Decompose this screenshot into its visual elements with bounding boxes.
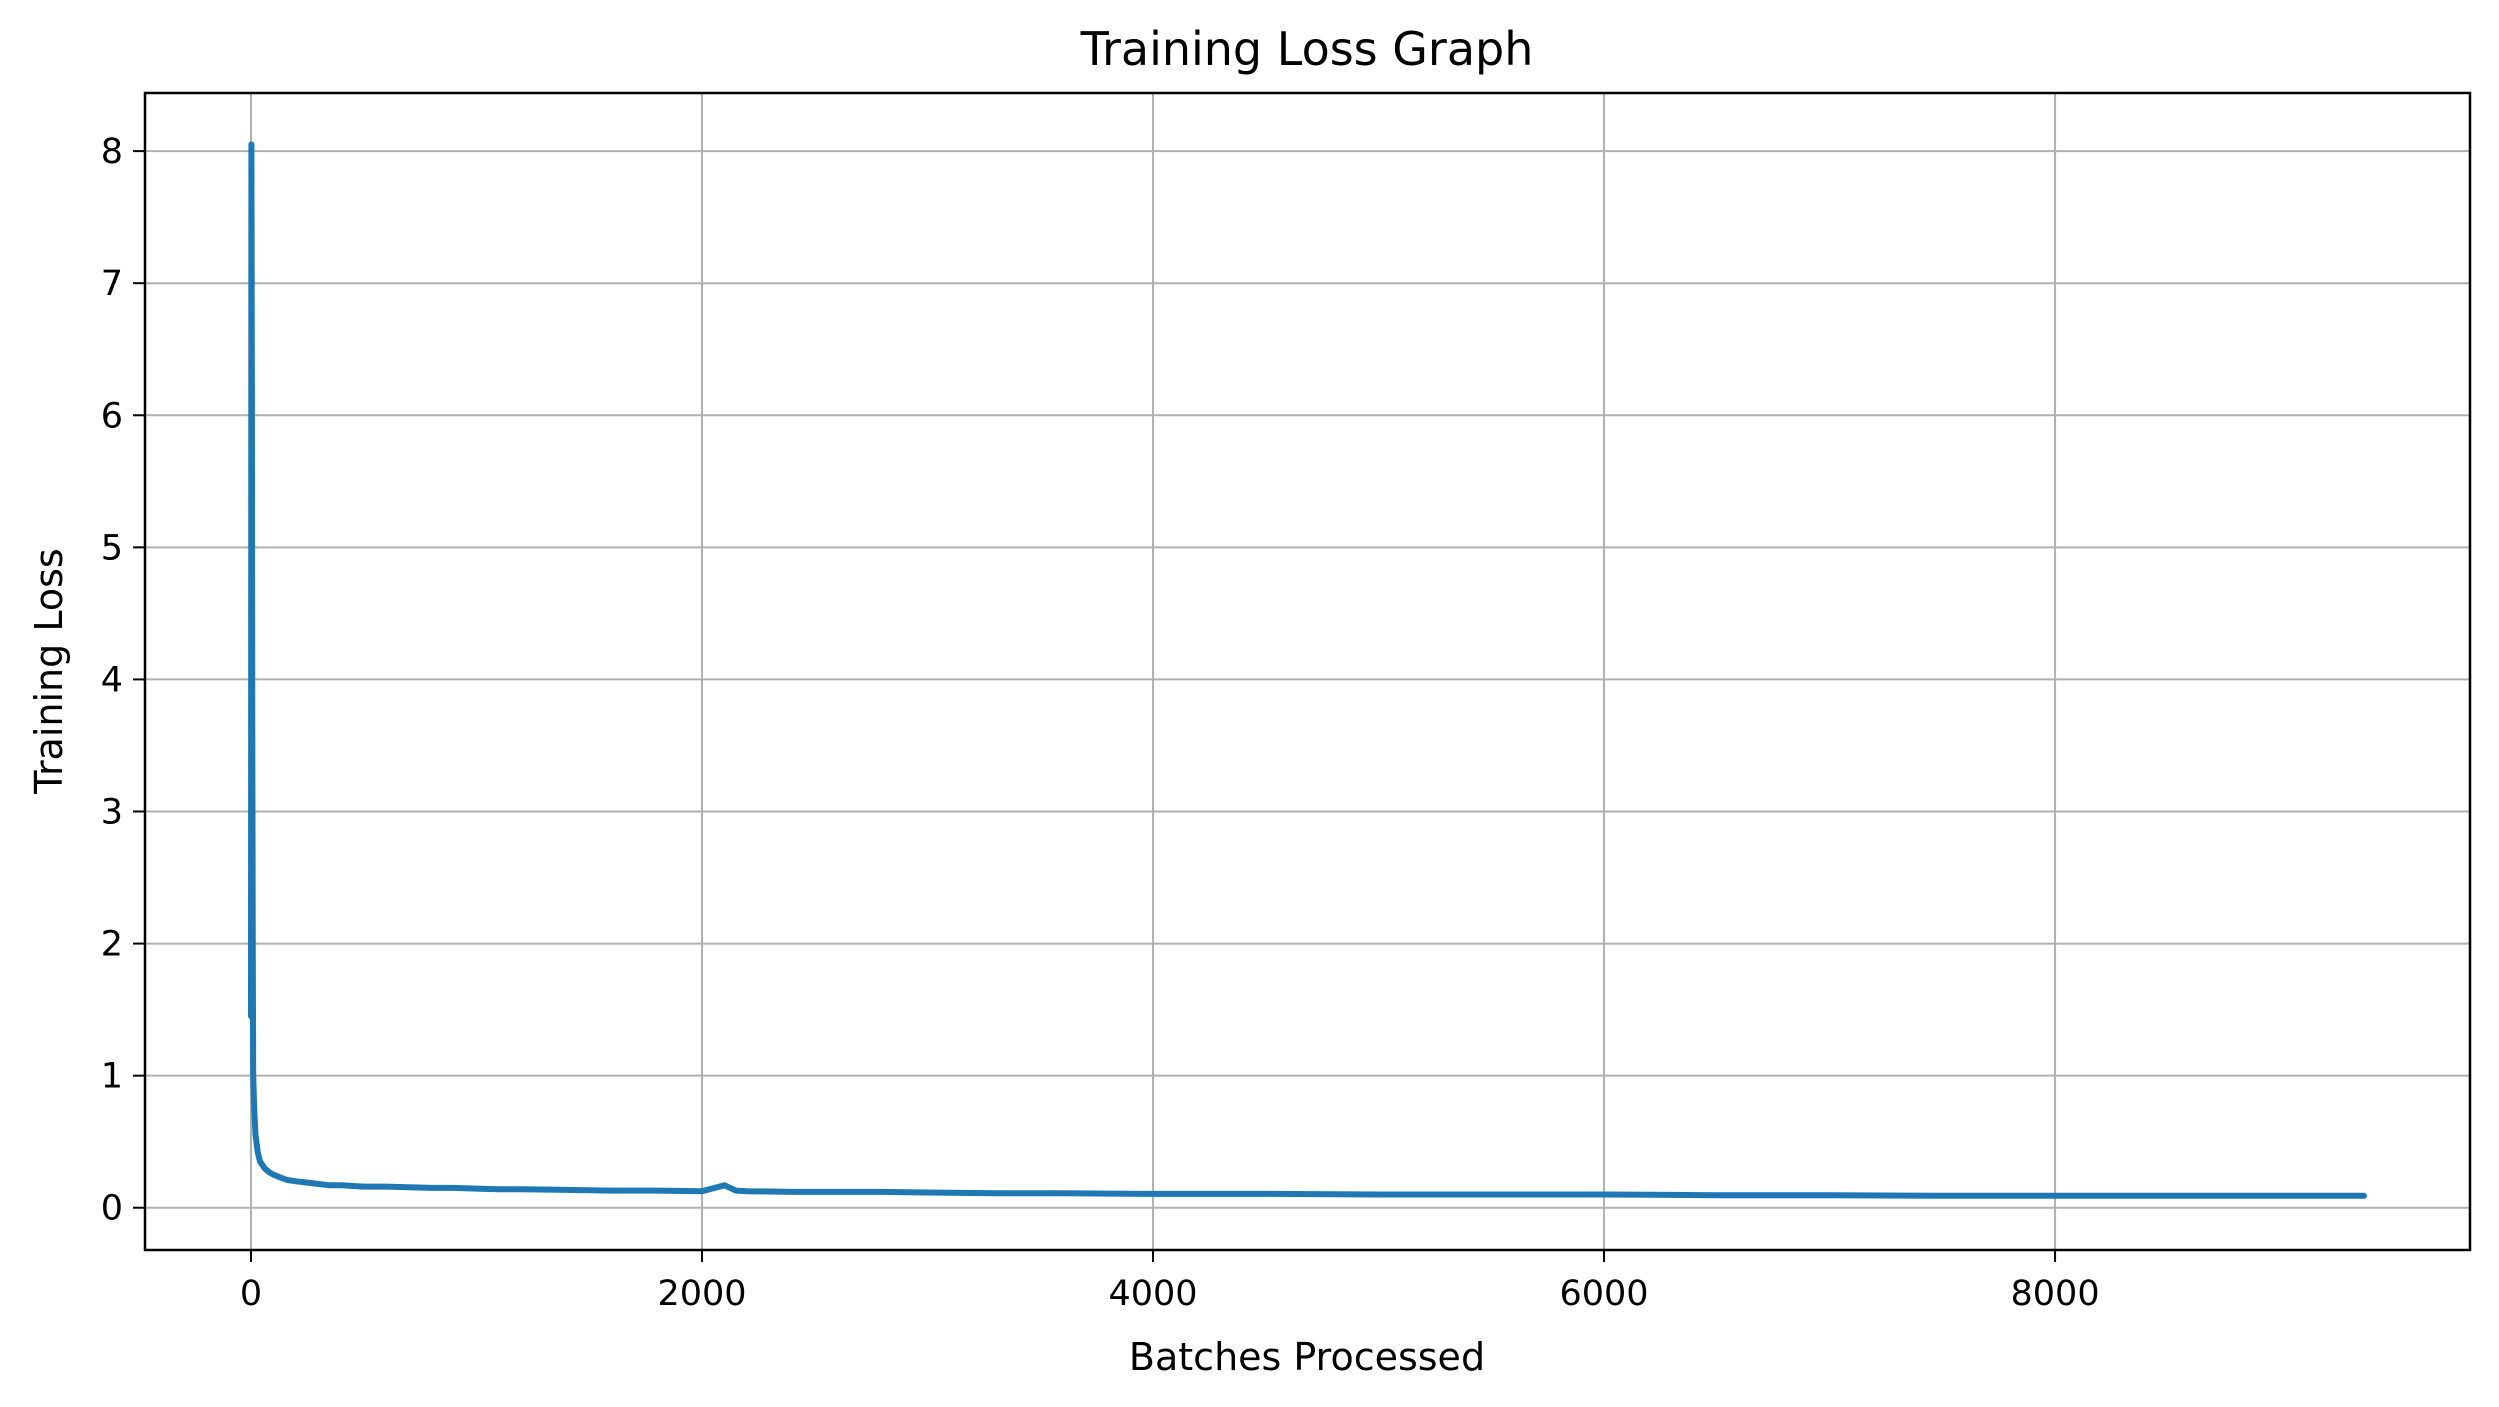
y-tick-label: 5 (101, 528, 123, 568)
y-tick-label: 8 (101, 132, 123, 172)
y-tick-label: 6 (101, 396, 123, 436)
x-tick-label: 0 (240, 1274, 262, 1314)
plot-frame (143, 91, 2472, 1252)
x-axis-title: Batches Processed (1129, 1335, 1485, 1379)
training-loss-line (248, 141, 2367, 1199)
y-tick-label: 0 (101, 1189, 123, 1229)
series-layer (248, 141, 2367, 1199)
x-tick-label: 8000 (2011, 1274, 2100, 1314)
grid-lines (145, 93, 2470, 1250)
y-tick-label: 2 (101, 925, 123, 965)
chart-title: Training Loss Graph (1080, 22, 1534, 76)
axis-ticks: 0 2000 4000 6000 8000 0 1 2 3 4 5 6 7 8 (101, 132, 2100, 1314)
x-tick-label: 6000 (1560, 1274, 1649, 1314)
y-tick-label: 4 (101, 660, 123, 700)
y-tick-label: 3 (101, 793, 123, 833)
y-tick-label: 1 (101, 1057, 123, 1097)
x-tick-label: 4000 (1108, 1274, 1197, 1314)
x-tick-label: 2000 (657, 1274, 746, 1314)
y-tick-label: 7 (101, 264, 123, 304)
y-axis-title: Training Loss (27, 548, 71, 794)
